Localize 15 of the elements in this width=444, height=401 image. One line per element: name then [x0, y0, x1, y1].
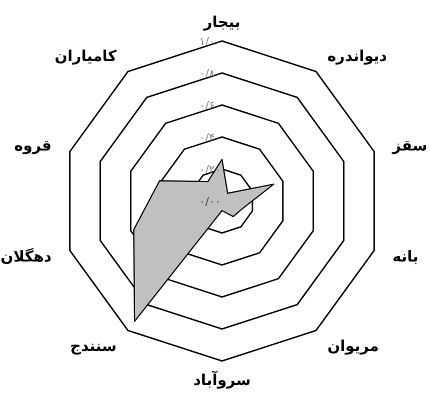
spoke-label: قروه: [14, 136, 52, 155]
y-tick-label: ۰/۸۰: [199, 67, 221, 80]
spoke-label: سروآباد: [193, 370, 251, 390]
spoke-label: سقز: [391, 136, 428, 155]
spoke-label: کامیاران: [54, 47, 117, 66]
spoke-label: دهگلان: [0, 247, 52, 266]
spoke-label: سنندج: [70, 336, 117, 355]
spoke-label: مریوان: [327, 336, 379, 355]
y-tick-label: ۰/۴۰: [199, 131, 221, 144]
spoke-label: بانه: [392, 247, 418, 266]
y-tick-label: ۱/۰۰: [199, 35, 221, 48]
y-tick-label: ۰/۶۰: [199, 99, 221, 112]
spoke-label: بیجار: [202, 12, 240, 31]
y-tick-label: ۰/۰۰: [199, 195, 221, 208]
spoke-label: دیواندره: [327, 47, 388, 66]
